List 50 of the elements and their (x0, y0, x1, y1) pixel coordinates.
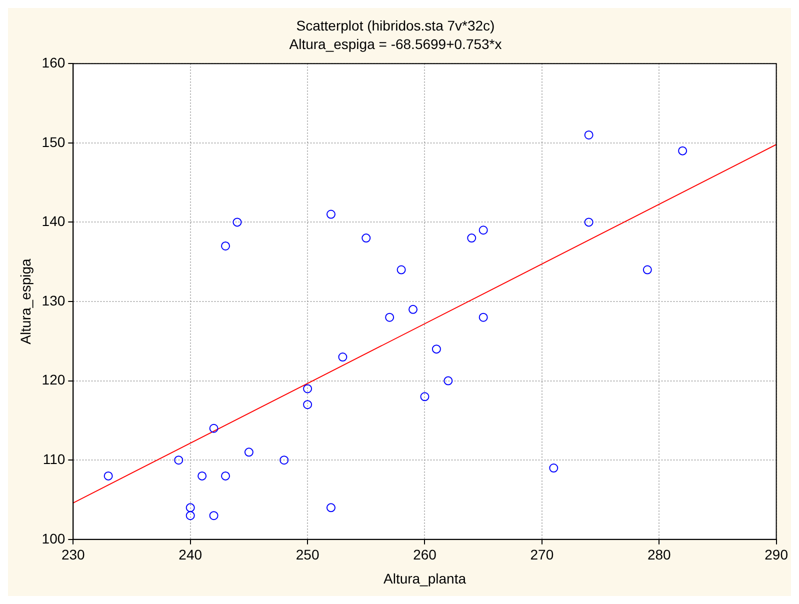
x-tick-label: 290 (764, 546, 788, 563)
point (549, 464, 558, 473)
point (303, 400, 312, 410)
y-tick-label: 140 (42, 213, 66, 230)
y-tick-label: 160 (42, 54, 66, 70)
point (432, 344, 441, 354)
point (326, 503, 336, 512)
point (584, 130, 594, 140)
x-tick-label: 280 (647, 546, 672, 563)
point (244, 448, 254, 457)
point (280, 456, 289, 465)
x-axis-title: Altura_planta (383, 570, 466, 586)
point (174, 456, 184, 465)
point (385, 312, 394, 322)
chart-title: Scatterplot (hibridos.sta 7v*32c) (296, 17, 495, 34)
point (186, 503, 195, 512)
x-tick-label: 240 (178, 546, 202, 563)
y-tick-label: 130 (42, 292, 66, 308)
x-tick-label: 260 (413, 546, 437, 563)
point (221, 471, 230, 480)
point (338, 352, 348, 362)
x-tick-label: 270 (530, 546, 554, 563)
point (221, 241, 230, 250)
point (303, 384, 312, 394)
x-tick-label: 250 (296, 546, 320, 563)
point (467, 234, 476, 243)
y-tick-label: 150 (42, 134, 66, 150)
point (408, 304, 418, 314)
point (478, 226, 488, 235)
point (326, 210, 336, 219)
chart-subtitle: Altura_espiga = -68.5699+0.753*x (289, 36, 502, 52)
point (232, 218, 242, 227)
point (584, 218, 594, 227)
point (362, 234, 371, 243)
point (642, 265, 652, 274)
point (198, 471, 207, 480)
y-tick-label: 110 (42, 450, 66, 467)
point (678, 146, 688, 156)
y-axis-title: Altura_espiga (17, 258, 34, 344)
point (209, 424, 218, 433)
point (104, 471, 113, 480)
point (209, 511, 218, 520)
point (186, 511, 195, 520)
point (444, 376, 453, 386)
x-tick-label: 230 (61, 546, 86, 563)
point (478, 312, 488, 322)
point (420, 392, 430, 402)
y-tick-label: 120 (42, 372, 66, 388)
y-tick-label: 100 (42, 530, 66, 546)
point (396, 265, 406, 274)
